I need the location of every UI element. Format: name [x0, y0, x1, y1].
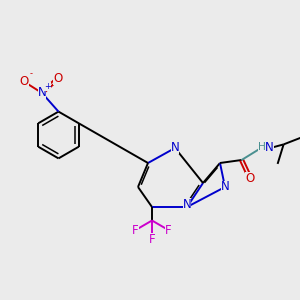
Text: N: N: [265, 141, 274, 154]
Text: -: -: [29, 69, 32, 78]
Text: O: O: [53, 72, 62, 85]
Text: N: N: [183, 198, 191, 212]
Text: N: N: [221, 181, 230, 194]
Text: N: N: [38, 86, 46, 100]
Text: H: H: [258, 142, 266, 152]
Text: F: F: [132, 224, 139, 237]
Text: O: O: [20, 75, 28, 88]
Text: F: F: [165, 224, 172, 237]
Text: F: F: [149, 232, 155, 246]
Text: N: N: [171, 142, 179, 154]
Text: +: +: [44, 82, 51, 91]
Text: O: O: [245, 172, 255, 184]
